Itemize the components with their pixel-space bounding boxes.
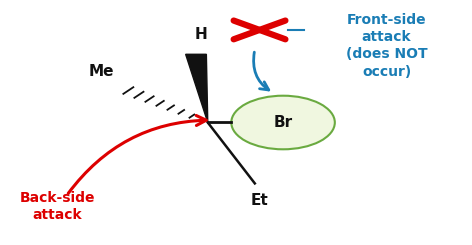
Text: Me: Me	[88, 64, 114, 79]
Text: Et: Et	[251, 193, 269, 208]
Polygon shape	[185, 54, 208, 122]
Text: Front-side
attack
(does NOT
occur): Front-side attack (does NOT occur)	[346, 13, 428, 79]
Circle shape	[231, 96, 335, 149]
Text: H: H	[194, 27, 207, 42]
Text: Br: Br	[273, 115, 293, 130]
Text: Back-side
attack: Back-side attack	[19, 191, 95, 222]
